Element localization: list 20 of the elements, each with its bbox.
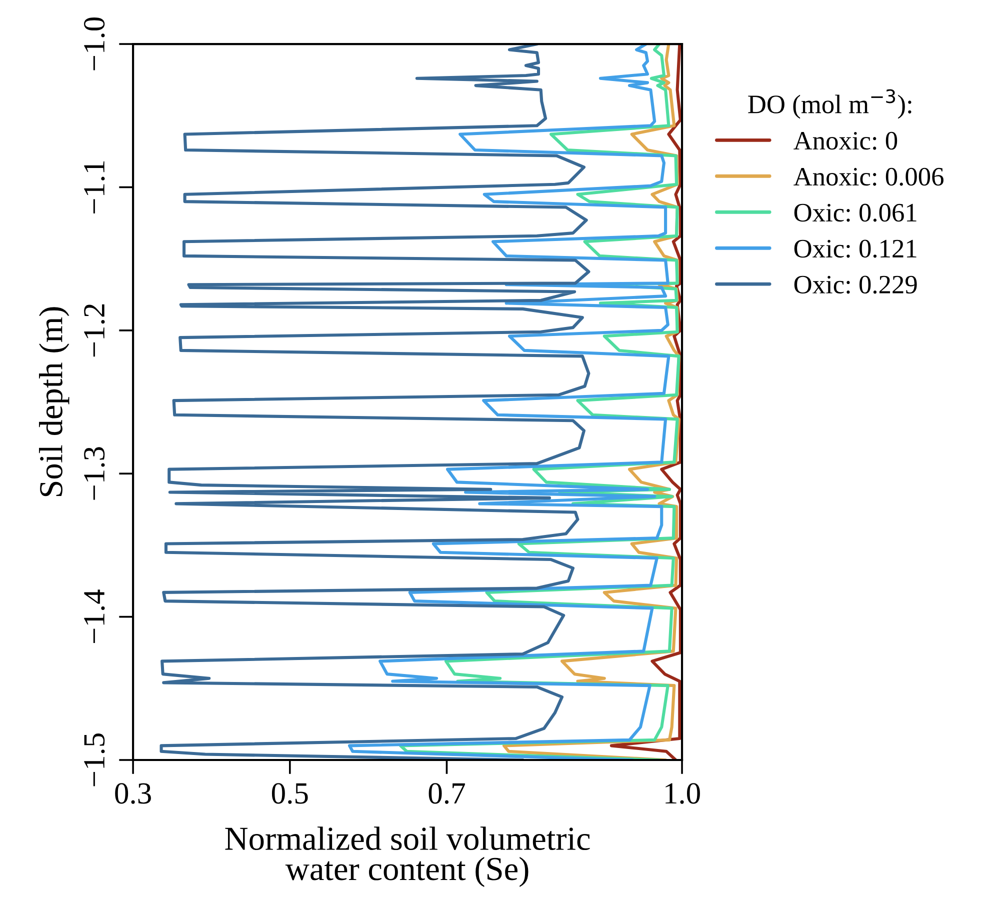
- x-tick-label: 1.0: [666, 783, 700, 804]
- x-tick-label: 0.3: [115, 783, 151, 804]
- legend-label: Oxic: 0.121: [794, 240, 916, 258]
- x-tick-label: 0.5: [272, 783, 308, 804]
- x-axis-title: Normalized soil volumetric water content (Se): [225, 826, 590, 888]
- y-tick-label: −1.1: [84, 161, 105, 214]
- y-tick-label: −1.0: [84, 17, 105, 70]
- y-tick-label: −1.4: [84, 590, 105, 643]
- legend-label: Anoxic: 0.006: [794, 168, 944, 186]
- line-series: [160, 44, 590, 760]
- legend-title: DO (mol m$^{−3}$):: [748, 89, 912, 119]
- legend-label: Oxic: 0.229: [794, 276, 917, 294]
- y-tick-label: −1.3: [84, 447, 105, 500]
- legend-label: Oxic: 0.061: [794, 204, 916, 222]
- legend-label: Anoxic: 0: [794, 132, 898, 150]
- y-tick-label: −1.5: [84, 733, 105, 786]
- y-axis-title: Soil depth (m): [38, 307, 70, 496]
- y-tick-label: −1.2: [84, 304, 105, 357]
- line-series: [348, 44, 670, 760]
- x-tick-label: 0.7: [428, 783, 465, 804]
